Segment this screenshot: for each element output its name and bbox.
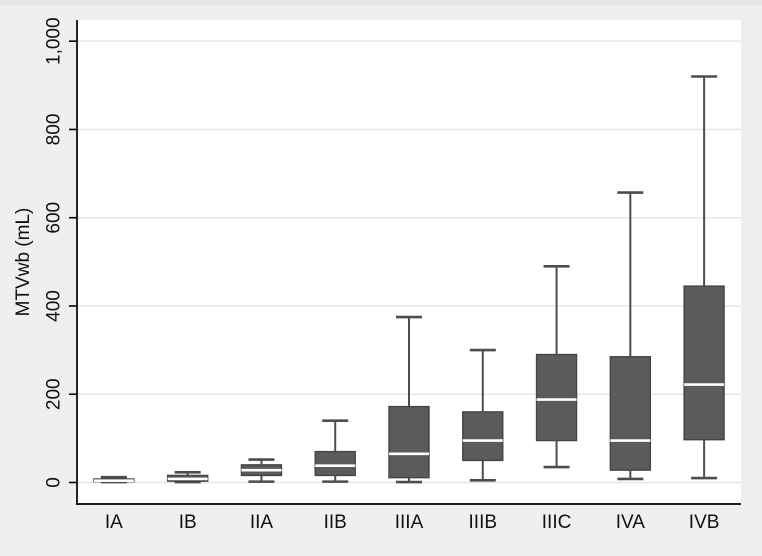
box-IIB xyxy=(314,450,356,477)
x-tick-label-IVA: IVA xyxy=(616,512,646,533)
box-IVA xyxy=(609,356,652,471)
box-IIIA xyxy=(388,405,430,479)
y-tick-label-0: 0 xyxy=(44,477,65,488)
x-tick-label-IIB: IIB xyxy=(324,512,347,533)
x-tick-label-IVB: IVB xyxy=(689,512,720,533)
window-top-border xyxy=(0,0,762,5)
box-IIIC xyxy=(535,353,578,442)
x-tick-label-IIIC: IIIC xyxy=(542,512,572,533)
y-tick-label-200: 200 xyxy=(44,378,65,410)
box-IIIB xyxy=(462,411,504,462)
y-tick-label-800: 800 xyxy=(44,114,65,146)
y-tick-label-600: 600 xyxy=(44,202,65,234)
x-tick-label-IB: IB xyxy=(179,512,197,533)
y-tick-label-1000: 1,000 xyxy=(44,17,65,65)
x-tick-label-IIIB: IIIB xyxy=(469,512,498,533)
box-IVB xyxy=(683,285,725,441)
x-tick-label-IIIA: IIIA xyxy=(395,512,424,533)
x-tick-label-IA: IA xyxy=(105,512,123,533)
x-tick-label-IIA: IIA xyxy=(250,512,274,533)
y-tick-label-400: 400 xyxy=(44,290,65,322)
y-axis-title: MTVwb (mL) xyxy=(13,207,34,317)
